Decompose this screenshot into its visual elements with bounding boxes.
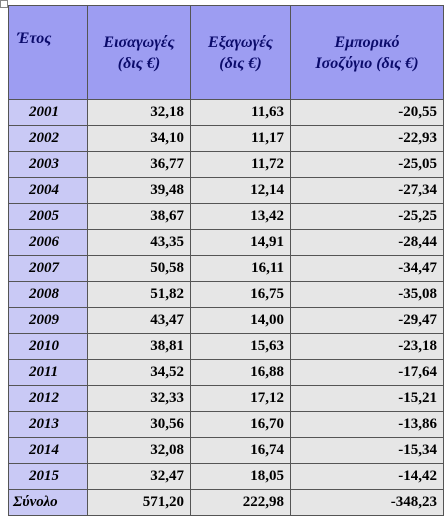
value-cell: -25,25 [290, 203, 444, 230]
header-cell: Εισαγωγές (δις €) [87, 5, 191, 100]
value-cell: 11,17 [190, 125, 291, 152]
value-cell: 14,91 [190, 229, 291, 256]
corner-handle [0, 0, 8, 8]
data-row: 2005 38,67 13,42 -25,25 [8, 203, 444, 230]
header-row: Έτος Εισαγωγές (δις €) Εξαγωγές (δις €) Εμπορ… [8, 5, 444, 100]
value-cell: -34,47 [290, 255, 444, 282]
data-row: 2011 34,52 16,88 -17,64 [8, 359, 444, 386]
row-label: 2013 [8, 411, 88, 438]
header-text: Εξαγωγές [208, 33, 273, 51]
value-cell: 16,88 [190, 359, 291, 386]
value-cell: 11,72 [190, 151, 291, 178]
value-cell: 15,63 [190, 333, 291, 360]
row-label: 2001 [8, 99, 88, 126]
data-row: 2010 38,81 15,63 -23,18 [8, 333, 444, 360]
data-row: 2001 32,18 11,63 -20,55 [8, 99, 444, 126]
value-cell: 43,35 [87, 229, 191, 256]
value-cell: -28,44 [290, 229, 444, 256]
table-body: 2001 32,18 11,63 -20,55 2002 34,10 11,17 -22,93… [8, 99, 444, 516]
value-cell: 32,18 [87, 99, 191, 126]
value-cell: 14,00 [190, 307, 291, 334]
data-row: 2015 32,47 18,05 -14,42 [8, 463, 444, 490]
row-label: Σύνολο [8, 489, 88, 516]
row-label: 2004 [8, 177, 88, 204]
value-cell: 34,10 [87, 125, 191, 152]
value-cell: 51,82 [87, 281, 191, 308]
value-cell: 32,08 [87, 437, 191, 464]
header-cell: Έτος [8, 5, 88, 100]
value-cell: -13,86 [290, 411, 444, 438]
data-row: 2014 32,08 16,74 -15,34 [8, 437, 444, 464]
value-cell: -29,47 [290, 307, 444, 334]
data-row: 2003 36,77 11,72 -25,05 [8, 151, 444, 178]
header-text: (δις €) [117, 54, 161, 72]
value-cell: -15,34 [290, 437, 444, 464]
value-cell: -35,08 [290, 281, 444, 308]
value-cell: 571,20 [87, 489, 191, 516]
row-label: 2010 [8, 333, 88, 360]
value-cell: -22,93 [290, 125, 444, 152]
header-text: Εμπορικό [334, 33, 400, 51]
row-label: 2006 [8, 229, 88, 256]
value-cell: 11,63 [190, 99, 291, 126]
header-cell: Εμπορικό Ισοζύγιο (δις €) [290, 5, 444, 100]
row-label: 2012 [8, 385, 88, 412]
value-cell: 43,47 [87, 307, 191, 334]
value-cell: 32,33 [87, 385, 191, 412]
total-row: Σύνολο 571,20 222,98 -348,23 [8, 489, 444, 516]
value-cell: -23,18 [290, 333, 444, 360]
row-label: 2015 [8, 463, 88, 490]
data-row: 2004 39,48 12,14 -27,34 [8, 177, 444, 204]
value-cell: 16,11 [190, 255, 291, 282]
value-cell: 16,70 [190, 411, 291, 438]
value-cell: -20,55 [290, 99, 444, 126]
value-cell: -15,21 [290, 385, 444, 412]
data-row: 2002 34,10 11,17 -22,93 [8, 125, 444, 152]
value-cell: -25,05 [290, 151, 444, 178]
value-cell: 39,48 [87, 177, 191, 204]
value-cell: 17,12 [190, 385, 291, 412]
row-label: 2009 [8, 307, 88, 334]
value-cell: 16,74 [190, 437, 291, 464]
row-label: 2007 [8, 255, 88, 282]
header-cell: Εξαγωγές (δις €) [190, 5, 291, 100]
row-label: 2005 [8, 203, 88, 230]
row-label: 2003 [8, 151, 88, 178]
value-cell: -348,23 [290, 489, 444, 516]
value-cell: 13,42 [190, 203, 291, 230]
value-cell: 34,52 [87, 359, 191, 386]
value-cell: -14,42 [290, 463, 444, 490]
value-cell: 222,98 [190, 489, 291, 516]
row-label: 2014 [8, 437, 88, 464]
data-row: 2008 51,82 16,75 -35,08 [8, 281, 444, 308]
value-cell: 30,56 [87, 411, 191, 438]
header-text: Έτος [17, 30, 52, 47]
header-text: Εισαγωγές [103, 33, 175, 51]
value-cell: 36,77 [87, 151, 191, 178]
value-cell: 38,67 [87, 203, 191, 230]
value-cell: 38,81 [87, 333, 191, 360]
data-row: 2012 32,33 17,12 -15,21 [8, 385, 444, 412]
value-cell: 16,75 [190, 281, 291, 308]
row-label: 2011 [8, 359, 88, 386]
header-text: Ισοζύγιο (δις €) [315, 54, 419, 72]
value-cell: -17,64 [290, 359, 444, 386]
row-label: 2008 [8, 281, 88, 308]
value-cell: 18,05 [190, 463, 291, 490]
row-label: 2002 [8, 125, 88, 152]
trade-table: Έτος Εισαγωγές (δις €) Εξαγωγές (δις €) Εμπορ… [8, 5, 444, 516]
header-text: (δις €) [219, 54, 262, 72]
data-row: 2013 30,56 16,70 -13,86 [8, 411, 444, 438]
data-row: 2007 50,58 16,11 -34,47 [8, 255, 444, 282]
value-cell: 32,47 [87, 463, 191, 490]
value-cell: -27,34 [290, 177, 444, 204]
value-cell: 50,58 [87, 255, 191, 282]
value-cell: 12,14 [190, 177, 291, 204]
data-row: 2009 43,47 14,00 -29,47 [8, 307, 444, 334]
data-row: 2006 43,35 14,91 -28,44 [8, 229, 444, 256]
